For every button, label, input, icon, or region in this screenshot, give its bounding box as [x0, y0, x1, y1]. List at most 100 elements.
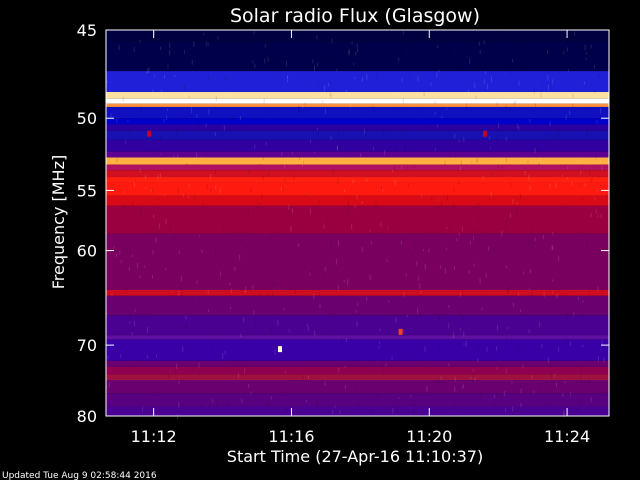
y-axis-label: Frequency [MHz]: [49, 155, 68, 289]
noise-speck: [457, 50, 459, 55]
noise-speck: [252, 285, 254, 290]
noise-speck: [538, 161, 540, 167]
noise-speck: [265, 141, 267, 146]
noise-speck: [543, 291, 545, 298]
noise-speck: [563, 244, 565, 248]
noise-speck: [144, 30, 146, 34]
noise-speck: [444, 267, 446, 274]
noise-speck: [509, 107, 511, 112]
noise-speck: [496, 136, 498, 143]
noise-speck: [406, 314, 408, 318]
noise-speck: [491, 171, 493, 176]
noise-speck: [302, 347, 304, 351]
noise-speck: [298, 156, 300, 160]
noise-speck: [309, 208, 311, 215]
noise-speck: [514, 33, 516, 39]
noise-speck: [259, 163, 261, 166]
noise-speck: [591, 177, 593, 180]
noise-speck: [133, 47, 135, 52]
noise-speck: [473, 263, 475, 267]
noise-speck: [196, 280, 198, 284]
noise-speck: [130, 336, 132, 340]
noise-speck: [323, 270, 325, 277]
noise-speck: [177, 188, 179, 195]
noise-speck: [552, 47, 554, 51]
noise-speck: [437, 45, 439, 48]
noise-speck: [601, 165, 603, 171]
noise-speck: [589, 170, 591, 177]
noise-speck: [506, 335, 508, 341]
noise-speck: [493, 354, 495, 359]
noise-speck: [386, 259, 388, 262]
spectrum-band: [106, 139, 609, 152]
noise-speck: [341, 340, 343, 345]
noise-speck: [429, 391, 431, 397]
noise-speck: [385, 215, 387, 218]
noise-speck: [590, 212, 592, 217]
noise-speck: [294, 242, 296, 247]
noise-speck: [302, 374, 304, 380]
noise-speck: [302, 105, 304, 109]
noise-speck: [324, 85, 326, 92]
noise-speck: [244, 367, 246, 374]
spectrum-band: [106, 406, 609, 416]
noise-speck: [228, 42, 230, 47]
noise-speck: [313, 151, 315, 154]
noise-speck: [176, 128, 178, 133]
noise-speck: [155, 237, 157, 243]
noise-speck: [254, 323, 256, 330]
noise-speck: [157, 148, 159, 155]
noise-speck: [526, 298, 528, 301]
noise-speck: [229, 283, 231, 286]
noise-speck: [328, 267, 330, 274]
noise-speck: [392, 408, 394, 414]
spectrum-band: [106, 339, 609, 361]
noise-speck: [477, 358, 479, 362]
noise-speck: [540, 281, 542, 286]
noise-speck: [119, 250, 121, 255]
noise-speck: [459, 313, 461, 316]
noise-speck: [138, 54, 140, 60]
noise-speck: [471, 161, 473, 164]
noise-speck: [109, 382, 111, 388]
noise-speck: [549, 120, 551, 127]
noise-speck: [329, 90, 331, 97]
noise-speck: [207, 309, 209, 312]
noise-speck: [564, 380, 566, 384]
noise-speck: [522, 364, 524, 369]
noise-speck: [448, 363, 450, 367]
noise-speck: [127, 119, 129, 122]
noise-speck: [188, 95, 190, 99]
noise-speck: [597, 286, 599, 291]
noise-speck: [514, 122, 516, 128]
noise-speck: [150, 117, 152, 122]
noise-speck: [317, 62, 319, 67]
noise-speck: [254, 316, 256, 321]
noise-speck: [319, 357, 321, 364]
noise-speck: [439, 315, 441, 321]
noise-speck: [274, 349, 276, 355]
noise-speck: [478, 68, 480, 74]
noise-speck: [524, 37, 526, 43]
noise-speck: [543, 47, 545, 51]
noise-speck: [352, 179, 354, 184]
noise-speck: [462, 314, 464, 321]
noise-speck: [580, 375, 582, 381]
noise-speck: [114, 388, 116, 393]
noise-speck: [430, 82, 432, 87]
noise-speck: [178, 380, 180, 385]
noise-speck: [107, 356, 109, 359]
noise-speck: [452, 204, 454, 209]
noise-speck: [164, 194, 166, 197]
noise-speck: [438, 69, 440, 73]
noise-speck: [263, 98, 265, 104]
noise-speck: [347, 44, 349, 48]
noise-speck: [485, 404, 487, 408]
x-tick-label: 11:24: [544, 427, 590, 446]
noise-speck: [373, 394, 375, 397]
noise-speck: [557, 297, 559, 302]
noise-speck: [224, 350, 226, 355]
noise-speck: [319, 304, 321, 309]
noise-speck: [162, 154, 164, 158]
spectrum-band: [106, 335, 609, 340]
